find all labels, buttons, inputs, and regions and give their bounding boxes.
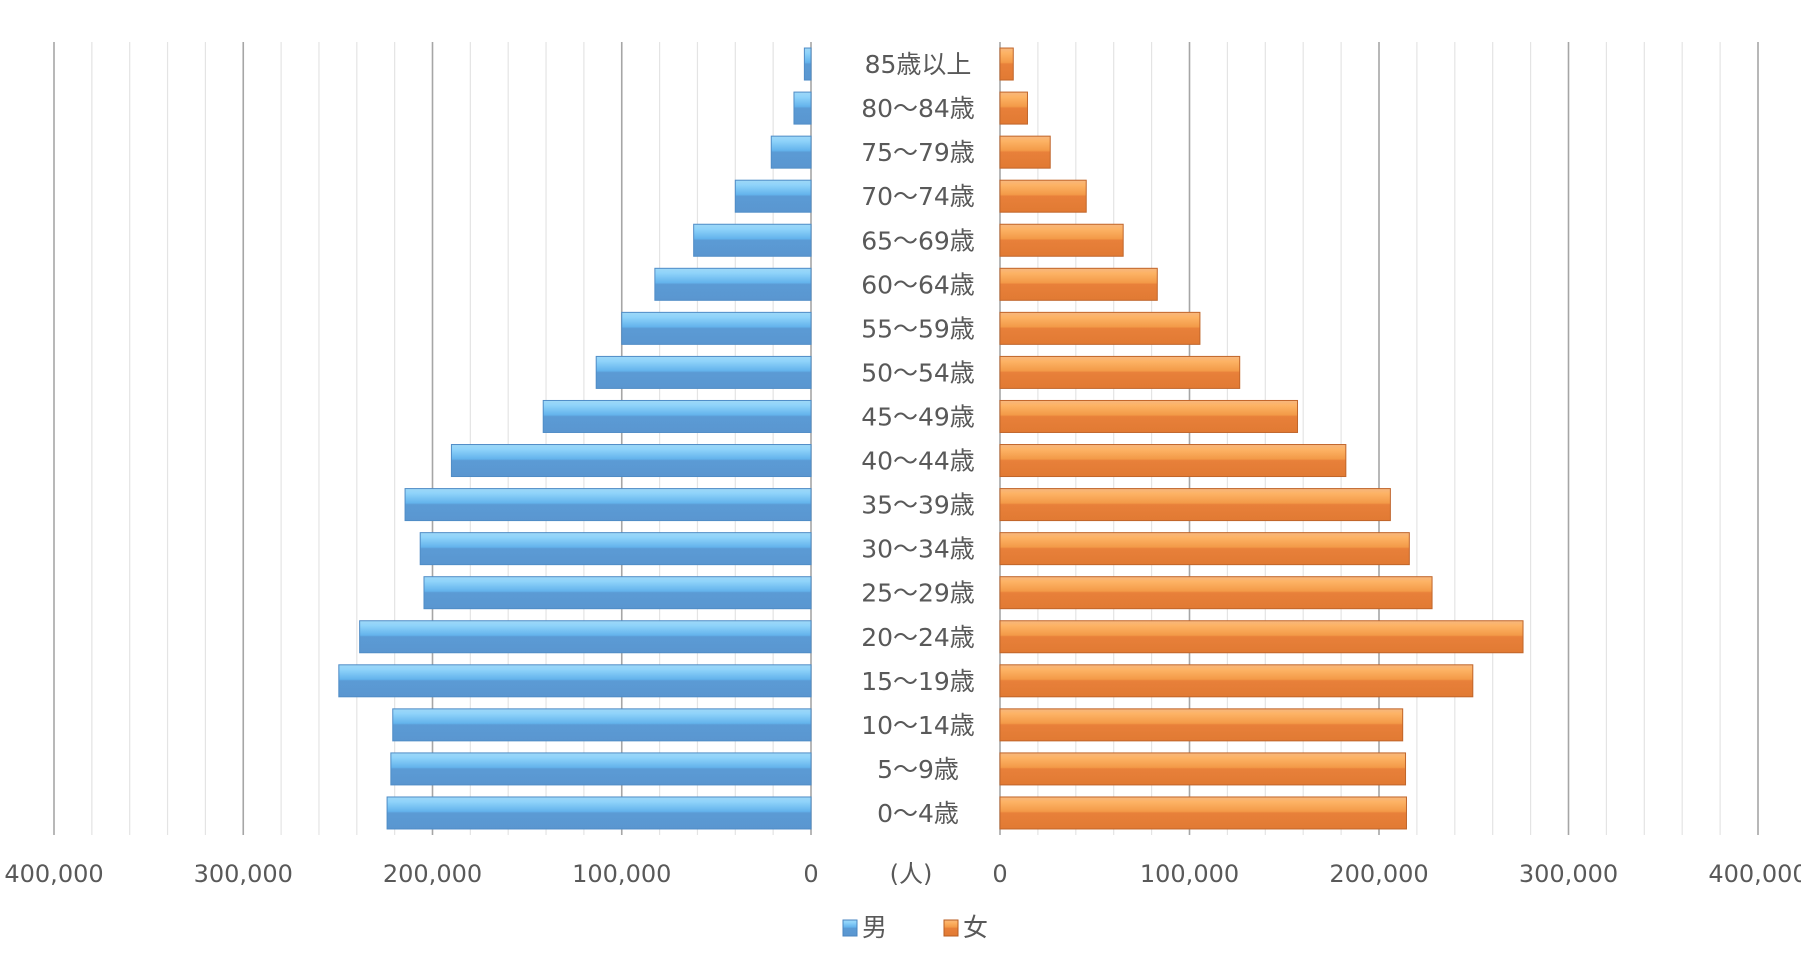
bar-female [999,752,1407,786]
category-label: 30～34歳 [861,535,975,564]
x-tick-right: 400,000 [1708,860,1801,888]
axis-tick-labels: 400,000 300,000 200,000 100,000 0 0 100,000 200… [4,860,1801,888]
category-label: 5～9歳 [877,755,959,784]
bar-female [999,664,1474,698]
legend-swatch-female [943,919,959,937]
bar-male [793,91,812,125]
category-label: 40～44歳 [861,447,975,476]
bar-male [423,576,812,610]
category-labels: 0～4歳 5～9歳 10～14歳 15～19歳 20～24歳 25～29歳 30～34歳 35… [861,50,975,828]
bar-male [621,311,812,345]
legend-label-female: 女 [963,913,988,942]
x-tick-right: 100,000 [1140,860,1239,888]
bar-female [999,267,1158,301]
bar-female [999,796,1407,830]
bar-female [999,620,1524,654]
category-label: 70～74歳 [861,182,975,211]
bar-male [734,179,812,213]
bar-female [999,223,1124,257]
x-tick-left: 200,000 [383,860,482,888]
legend-swatch-male [842,919,858,937]
bar-female [999,47,1014,81]
bar-male [654,267,812,301]
legend-item-female[interactable]: 女 [943,913,988,942]
x-tick-right: 0 [992,860,1007,888]
bar-male [392,708,812,742]
gridlines [53,42,1759,835]
bar-male [390,752,812,786]
legend-label-male: 男 [862,913,887,942]
bar-male [404,488,812,522]
bar-male [542,399,812,433]
category-label: 65～69歳 [861,226,975,255]
bar-male [595,355,812,389]
bar-female [999,488,1391,522]
x-tick-left: 100,000 [572,860,671,888]
bar-female [999,444,1347,478]
bar-male [803,47,812,81]
bar-female [999,311,1201,345]
category-label: 35～39歳 [861,491,975,520]
x-tick-right: 300,000 [1519,860,1618,888]
bar-female [999,399,1299,433]
legend-item-male[interactable]: 男 [842,913,887,942]
legend: 男 女 [842,913,988,942]
category-label: 25～29歳 [861,579,975,608]
category-label: 80～84歳 [861,94,975,123]
bar-female [999,135,1051,169]
category-label: 85歳以上 [865,50,972,79]
unit-label: (人) [890,860,933,888]
bar-male [450,444,812,478]
category-label: 15～19歳 [861,667,975,696]
x-tick-right: 200,000 [1329,860,1428,888]
category-label: 50～54歳 [861,358,975,387]
bar-male [359,620,812,654]
category-label: 60～64歳 [861,270,975,299]
bar-female [999,576,1433,610]
bar-male [770,135,812,169]
category-label: 75～79歳 [861,138,975,167]
category-label: 0～4歳 [877,799,959,828]
category-label: 55～59歳 [861,314,975,343]
bar-female [999,355,1241,389]
bar-male [338,664,812,698]
category-label: 10～14歳 [861,711,975,740]
bar-female [999,179,1087,213]
x-tick-left: 400,000 [4,860,103,888]
bars [338,47,1524,830]
bar-female [999,91,1028,125]
x-tick-left: 300,000 [194,860,293,888]
bar-female [999,708,1404,742]
category-label: 45～49歳 [861,402,975,431]
category-label: 20～24歳 [861,623,975,652]
bar-male [419,532,812,566]
x-tick-left: 0 [803,860,818,888]
bar-female [999,532,1410,566]
bar-male [386,796,812,830]
bar-male [693,223,812,257]
